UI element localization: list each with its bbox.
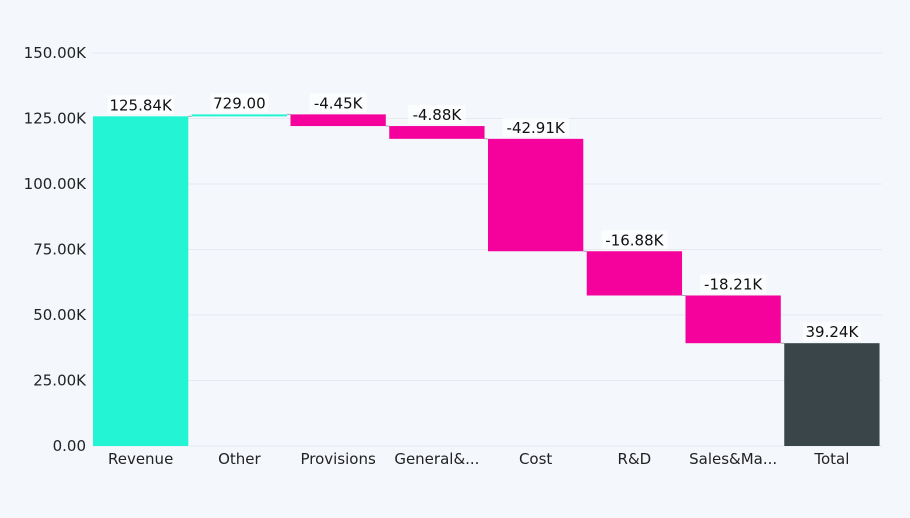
bar-7 [784,343,880,446]
y-tick-label: 25.00K [33,372,87,390]
data-label-background [210,93,269,113]
y-tick-label: 125.00K [24,110,87,128]
y-tick-label: 150.00K [24,44,87,62]
data-label-background [502,117,569,137]
data-label: -42.91K [507,119,566,137]
data-label: -18.21K [704,275,763,293]
x-category-label: Cost [519,450,552,468]
x-category-label: R&D [618,450,652,468]
x-category-label: Provisions [300,450,376,468]
data-label: -4.88K [413,106,463,124]
x-category-label: Revenue [108,450,173,468]
data-label-background [408,105,466,125]
y-tick-label: 100.00K [24,175,87,193]
data-label-background [803,322,861,342]
x-category-label: Total [813,450,849,468]
x-category-label: General&... [394,450,479,468]
data-label-background [601,230,668,250]
data-label: 125.84K [109,96,172,114]
bar-3 [389,126,485,139]
data-label: -4.45K [314,94,364,112]
bar-6 [685,295,781,344]
data-label: -16.88K [605,231,664,249]
bar-1 [191,114,288,117]
bar-0 [93,116,189,447]
bar-4 [488,138,584,252]
bar-5 [586,251,683,296]
y-tick-label: 75.00K [33,241,87,259]
data-label-background [107,95,174,115]
bar-2 [290,114,386,127]
x-category-label: Sales&Ma... [689,450,777,468]
y-tick-label: 0.00 [53,437,86,455]
x-category-label: Other [218,450,261,468]
y-tick-label: 50.00K [33,306,87,324]
data-label-background [700,274,767,294]
data-label-background [309,93,367,113]
data-label: 729.00 [213,94,266,112]
data-label: 39.24K [806,323,860,341]
